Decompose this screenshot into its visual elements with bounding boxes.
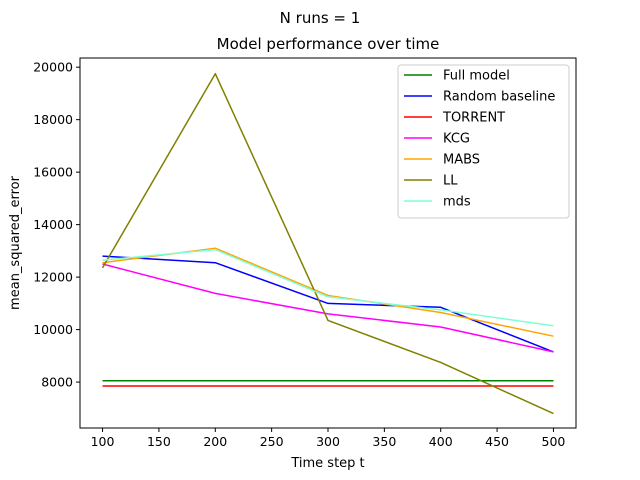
series-line-7 <box>102 248 554 327</box>
x-tick-label: 350 <box>372 434 396 449</box>
x-tick-label: 400 <box>429 434 453 449</box>
x-axis-ticks: 100 150 200 250 300 350 400 450 500 <box>91 428 566 449</box>
y-tick-label: 18000 <box>33 112 73 127</box>
x-tick-label: 300 <box>316 434 340 449</box>
legend: Full model Random baseline TORRENT KCG MABS L… <box>397 64 570 219</box>
series-line-2 <box>102 255 554 353</box>
series-line-6 <box>101 72 554 415</box>
legend-label: KCG <box>443 132 470 147</box>
y-tick-label: 20000 <box>33 60 73 75</box>
legend-label: LL <box>443 174 458 189</box>
legend-label: mds <box>443 195 471 210</box>
legend-label: TORRENT <box>442 111 505 126</box>
x-tick-label: 250 <box>260 434 284 449</box>
legend-label: MABS <box>443 153 480 168</box>
x-axis-label: Time step t <box>290 456 364 471</box>
legend-label: Full model <box>443 69 510 84</box>
chart-suptitle: N runs = 1 <box>280 9 361 27</box>
y-axis-label: mean_squared_error <box>8 175 23 310</box>
y-tick-label: 12000 <box>33 270 73 285</box>
series-line-5 <box>102 247 554 337</box>
y-tick-label: 10000 <box>33 322 73 337</box>
x-tick-label: 100 <box>91 434 115 449</box>
legend-box <box>397 64 570 219</box>
y-tick-label: 8000 <box>41 375 73 390</box>
x-tick-label: 150 <box>147 434 171 449</box>
series-line-4 <box>102 263 554 353</box>
y-tick-label: 16000 <box>33 165 73 180</box>
y-tick-label: 14000 <box>33 217 73 232</box>
x-tick-label: 200 <box>203 434 227 449</box>
chart-title: Model performance over time <box>217 35 440 53</box>
legend-label: Random baseline <box>443 90 555 105</box>
plot-lines <box>101 72 554 415</box>
x-tick-label: 500 <box>542 434 566 449</box>
y-axis-ticks: 8000 10000 12000 14000 16000 18000 20000 <box>33 60 80 390</box>
x-tick-label: 450 <box>485 434 509 449</box>
